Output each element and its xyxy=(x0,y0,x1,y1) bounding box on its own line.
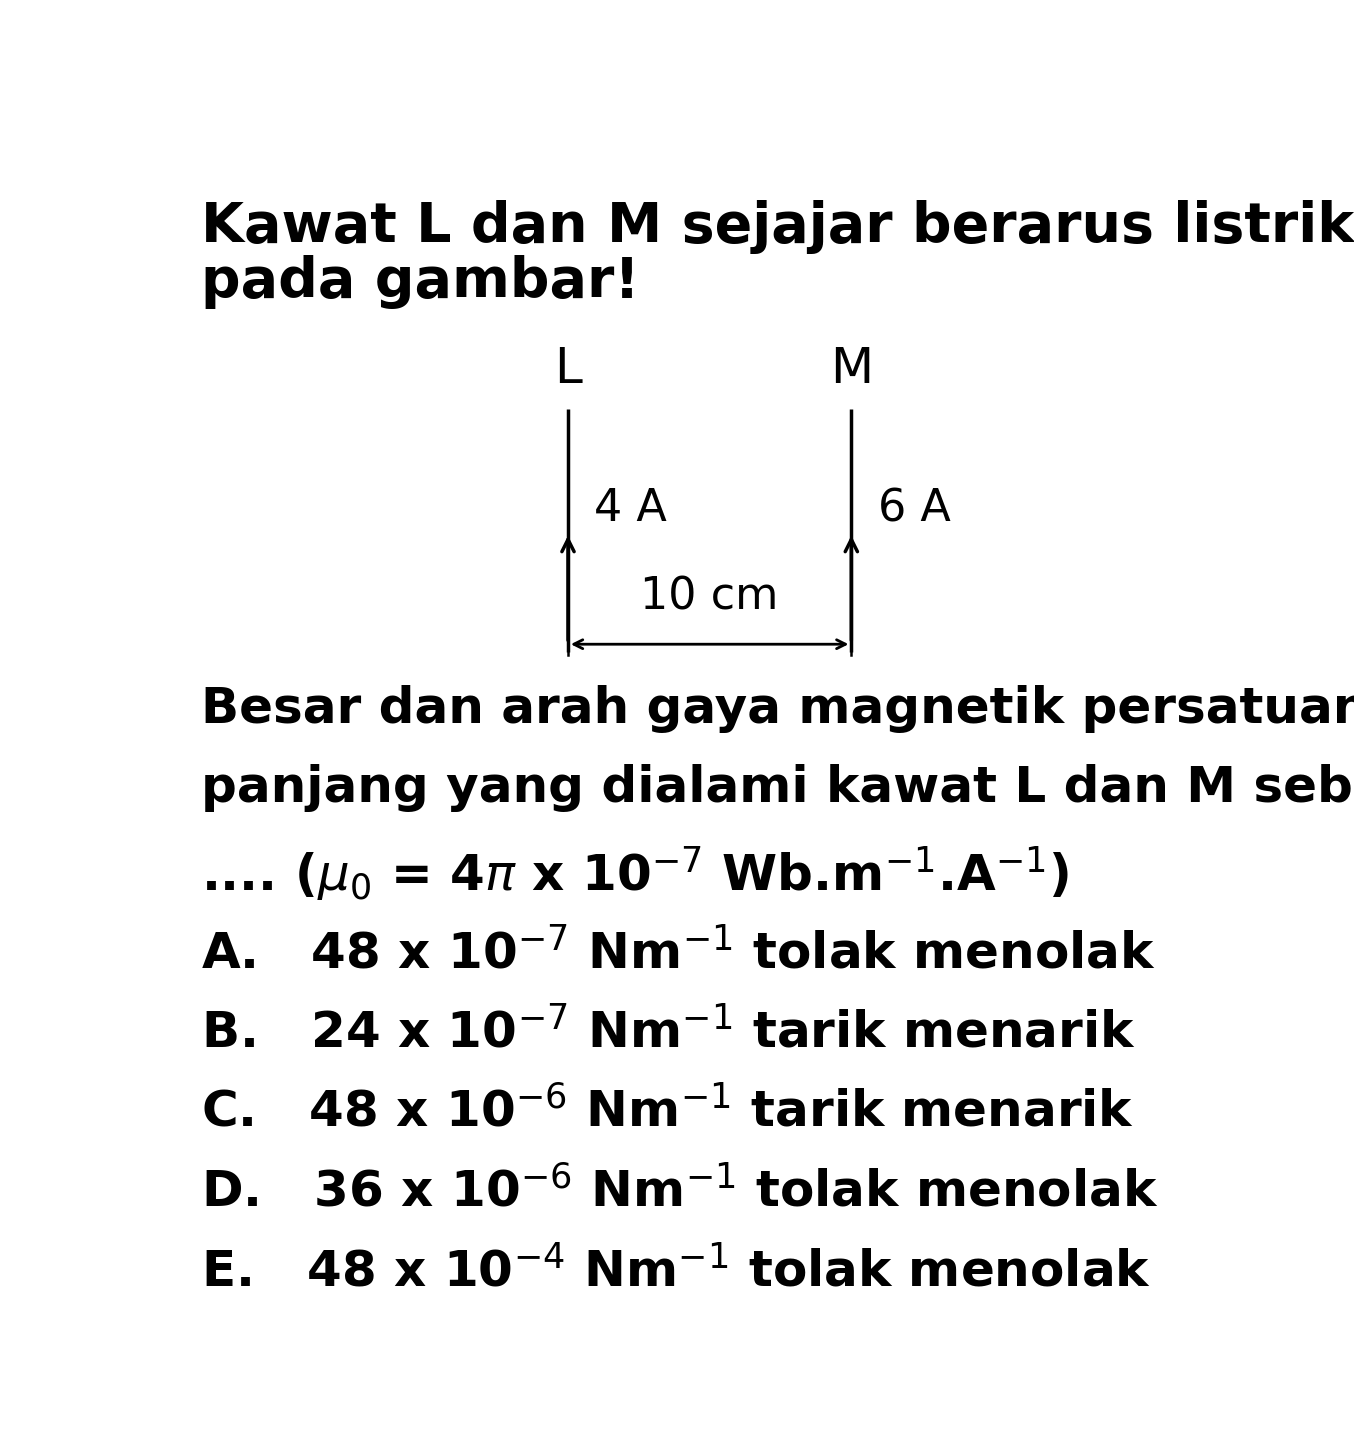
Text: .... ($\mu_0$ = 4$\pi$ x 10$^{-7}$ Wb.m$^{-1}$.A$^{-1}$): .... ($\mu_0$ = 4$\pi$ x 10$^{-7}$ Wb.m$… xyxy=(200,844,1068,904)
Text: B.   24 x 10$^{-7}$ Nm$^{-1}$ tarik menarik: B. 24 x 10$^{-7}$ Nm$^{-1}$ tarik menari… xyxy=(200,1009,1136,1058)
Text: 4 A: 4 A xyxy=(594,487,668,530)
Text: D.   36 x 10$^{-6}$ Nm$^{-1}$ tolak menolak: D. 36 x 10$^{-6}$ Nm$^{-1}$ tolak menola… xyxy=(200,1168,1158,1217)
Text: M: M xyxy=(830,345,873,393)
Text: Besar dan arah gaya magnetik persatuan: Besar dan arah gaya magnetik persatuan xyxy=(200,685,1354,734)
Text: pada gambar!: pada gambar! xyxy=(200,255,639,308)
Text: 10 cm: 10 cm xyxy=(640,576,779,619)
Text: panjang yang dialami kawat L dan M sebesar: panjang yang dialami kawat L dan M sebes… xyxy=(200,764,1354,813)
Text: L: L xyxy=(554,345,582,393)
Text: C.   48 x 10$^{-6}$ Nm$^{-1}$ tarik menarik: C. 48 x 10$^{-6}$ Nm$^{-1}$ tarik menari… xyxy=(200,1088,1133,1136)
Text: 6 A: 6 A xyxy=(877,487,951,530)
Text: Kawat L dan M sejajar berarus listrik seperti: Kawat L dan M sejajar berarus listrik se… xyxy=(200,199,1354,254)
Text: E.   48 x 10$^{-4}$ Nm$^{-1}$ tolak menolak: E. 48 x 10$^{-4}$ Nm$^{-1}$ tolak menola… xyxy=(200,1247,1151,1297)
Text: A.   48 x 10$^{-7}$ Nm$^{-1}$ tolak menolak: A. 48 x 10$^{-7}$ Nm$^{-1}$ tolak menola… xyxy=(200,929,1155,979)
